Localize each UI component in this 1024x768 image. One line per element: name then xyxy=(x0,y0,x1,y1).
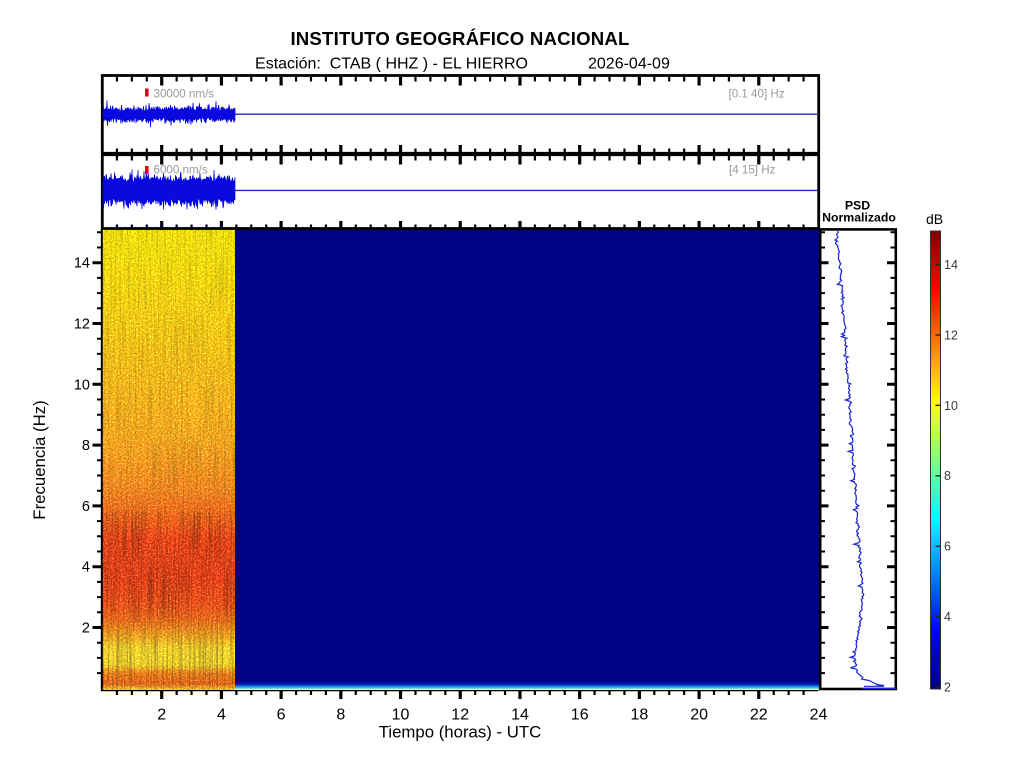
svg-text:2: 2 xyxy=(157,707,166,724)
svg-text:14: 14 xyxy=(74,256,90,272)
svg-text:22: 22 xyxy=(750,707,768,724)
svg-text:4: 4 xyxy=(217,707,226,724)
svg-text:6: 6 xyxy=(277,707,286,724)
svg-text:4: 4 xyxy=(944,610,951,624)
svg-text:24: 24 xyxy=(810,707,828,724)
svg-text:Frecuencia (Hz): Frecuencia (Hz) xyxy=(30,400,49,519)
svg-text:INSTITUTO GEOGRÁFICO NACIONAL: INSTITUTO GEOGRÁFICO NACIONAL xyxy=(290,28,629,49)
svg-text:2: 2 xyxy=(944,680,951,694)
svg-text:8: 8 xyxy=(944,469,951,483)
svg-text:[4 15] Hz: [4 15] Hz xyxy=(729,164,776,177)
svg-text:18: 18 xyxy=(631,707,649,724)
svg-text:6: 6 xyxy=(82,499,90,515)
svg-text:4: 4 xyxy=(82,560,90,576)
svg-text:12: 12 xyxy=(74,317,90,333)
svg-text:2: 2 xyxy=(82,621,90,637)
svg-text:8: 8 xyxy=(336,707,345,724)
svg-text:2026-04-09: 2026-04-09 xyxy=(588,56,670,73)
svg-text:10: 10 xyxy=(74,377,90,393)
svg-text:14: 14 xyxy=(511,707,529,724)
svg-text:Estación: CTAB ( HHZ ) - EL H: Estación: CTAB ( HHZ ) - EL HIERRO xyxy=(255,56,528,73)
svg-text:20: 20 xyxy=(690,707,708,724)
svg-text:[0.1 40] Hz: [0.1 40] Hz xyxy=(729,88,785,101)
svg-text:Tiempo (horas) - UTC: Tiempo (horas) - UTC xyxy=(379,723,542,742)
svg-text:30000 nm/s: 30000 nm/s xyxy=(154,88,215,101)
svg-text:12: 12 xyxy=(451,707,469,724)
svg-text:Normalizado: Normalizado xyxy=(822,211,896,225)
svg-text:6000 nm/s: 6000 nm/s xyxy=(154,164,208,177)
svg-text:6: 6 xyxy=(944,540,951,554)
svg-text:PSD: PSD xyxy=(845,199,870,213)
svg-text:10: 10 xyxy=(944,399,958,413)
svg-text:10: 10 xyxy=(392,707,410,724)
svg-text:8: 8 xyxy=(82,438,90,454)
svg-text:14: 14 xyxy=(944,258,958,272)
svg-text:16: 16 xyxy=(571,707,589,724)
svg-text:12: 12 xyxy=(944,328,958,342)
svg-text:dB: dB xyxy=(926,211,943,227)
